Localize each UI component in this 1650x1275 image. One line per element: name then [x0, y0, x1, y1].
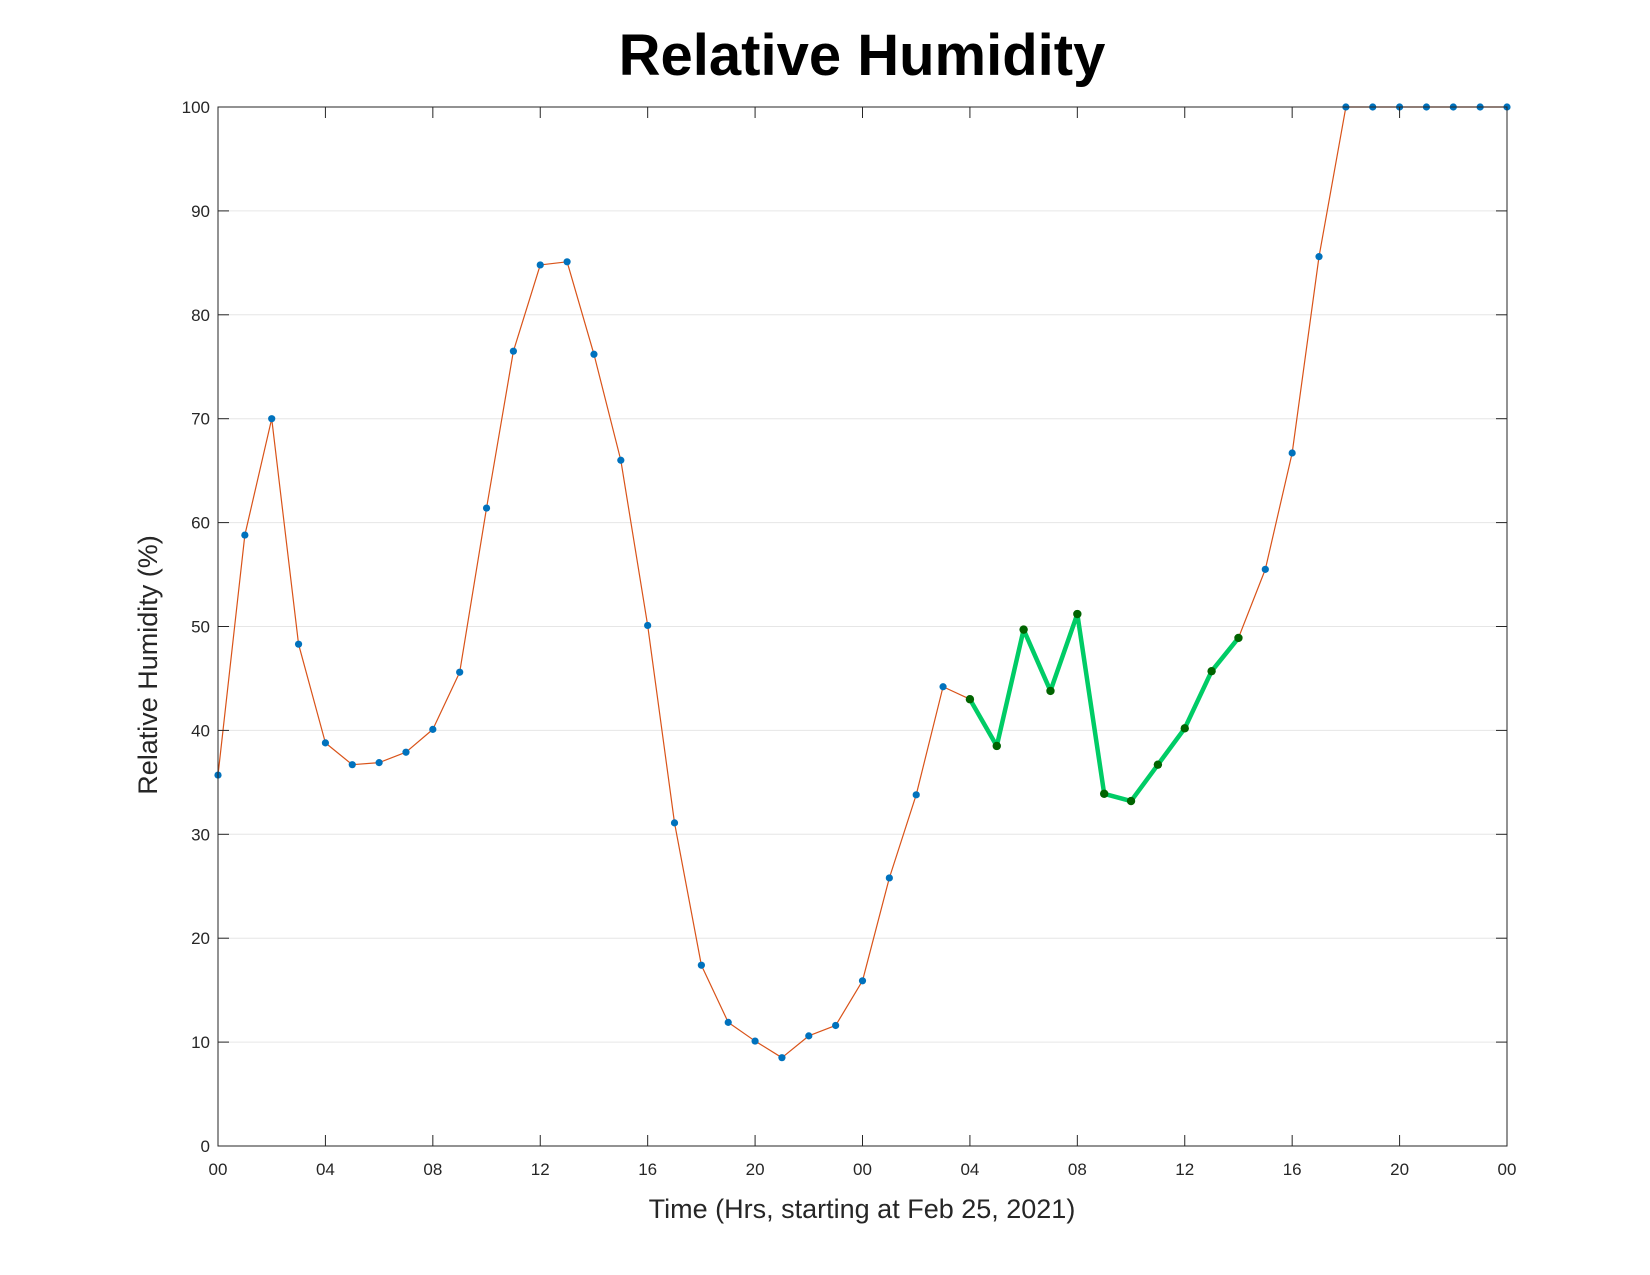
data-point	[805, 1032, 813, 1040]
y-tick-label: 10	[191, 1033, 210, 1052]
data-point	[348, 761, 356, 769]
x-tick-label: 08	[1068, 1160, 1087, 1179]
highlight-data-point	[992, 741, 1001, 751]
data-point	[912, 791, 920, 799]
x-tick-label: 00	[1498, 1160, 1517, 1179]
axes-layer	[217, 106, 1508, 1147]
highlight-data-point	[1207, 666, 1216, 676]
data-point	[268, 415, 276, 423]
x-tick-label: 12	[1175, 1160, 1194, 1179]
data-point	[536, 261, 544, 269]
highlight-data-point	[965, 695, 975, 704]
y-tick-label: 70	[191, 410, 210, 429]
data-point	[456, 668, 464, 676]
y-tick-label: 20	[191, 929, 210, 948]
y-tick-label: 0	[201, 1137, 210, 1156]
data-point	[617, 456, 625, 464]
data-point	[563, 258, 571, 266]
highlight-data-point	[1153, 760, 1163, 769]
x-tick-label: 08	[423, 1160, 442, 1179]
data-point	[590, 350, 598, 358]
tick-label-layer: 0 10 20 30 40 50 60 70 80 90 100 00 04 08 12 16 20 00 04 08…	[182, 98, 1517, 1179]
highlight-data-point	[1099, 789, 1109, 798]
y-tick-label: 80	[191, 306, 210, 325]
data-point	[482, 504, 491, 512]
x-tick-label: 04	[316, 1160, 335, 1179]
y-axis-label: Relative Humidity (%)	[133, 535, 163, 795]
data-point	[644, 621, 652, 630]
data-point	[697, 961, 705, 969]
highlight-data-point	[1126, 796, 1136, 806]
y-tick-label: 60	[191, 514, 210, 533]
y-tick-label: 100	[182, 98, 210, 117]
data-point	[321, 739, 330, 747]
data-point	[1315, 253, 1323, 261]
data-point	[402, 748, 410, 756]
data-point	[724, 1018, 732, 1026]
data-point	[751, 1037, 759, 1045]
chart-title: Relative Humidity	[619, 23, 1106, 88]
x-tick-label: 20	[746, 1160, 765, 1179]
data-point	[858, 977, 867, 985]
data-point	[241, 531, 249, 539]
data-point	[670, 819, 679, 827]
y-tick-label: 90	[191, 202, 210, 221]
data-point	[429, 725, 437, 733]
x-tick-label: 04	[960, 1160, 979, 1179]
data-point	[294, 640, 303, 648]
x-tick-label: 12	[531, 1160, 550, 1179]
highlight-data-point	[1046, 686, 1055, 696]
x-tick-label: 00	[853, 1160, 872, 1179]
x-axis-label: Time (Hrs, starting at Feb 25, 2021)	[649, 1194, 1076, 1224]
data-point	[1288, 449, 1296, 457]
data-point	[509, 347, 517, 355]
y-tick-label: 40	[191, 721, 210, 740]
data-point	[375, 759, 383, 767]
data-point	[939, 683, 947, 691]
data-point	[885, 874, 893, 882]
data-point	[778, 1054, 786, 1062]
highlight-data-point	[1019, 625, 1028, 634]
series-layer	[214, 103, 1511, 1062]
x-tick-label: 00	[209, 1160, 228, 1179]
y-tick-label: 50	[191, 618, 210, 637]
x-tick-label: 20	[1390, 1160, 1409, 1179]
data-point	[832, 1021, 840, 1030]
highlight-data-point	[1180, 724, 1189, 733]
y-tick-label: 30	[191, 825, 210, 844]
x-tick-label: 16	[1283, 1160, 1302, 1179]
highlight-data-point	[1234, 633, 1243, 643]
highlight-data-point	[1073, 609, 1082, 619]
data-point	[1261, 565, 1269, 573]
x-tick-label: 16	[638, 1160, 657, 1179]
